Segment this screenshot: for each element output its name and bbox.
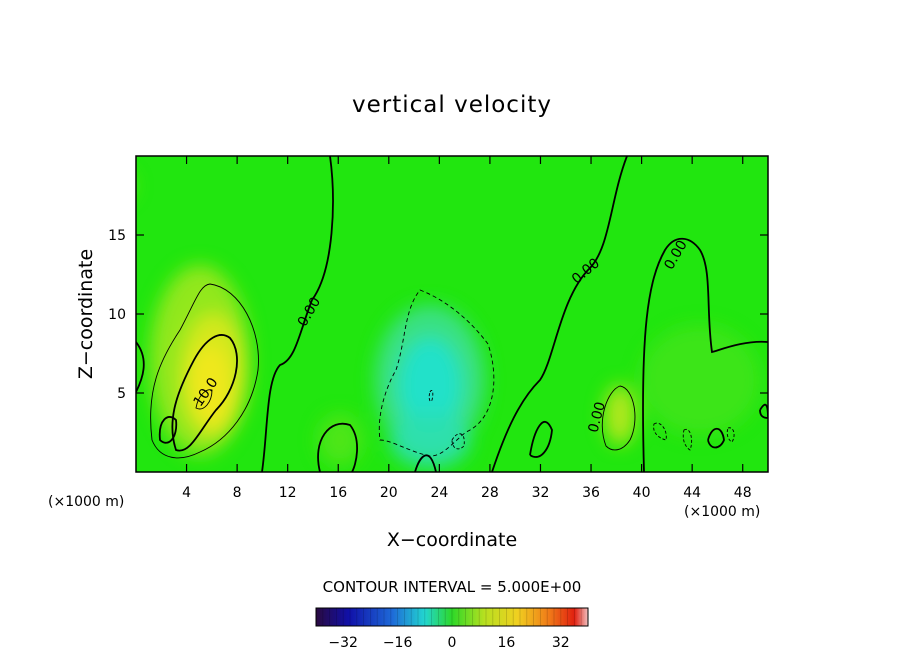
zero-contour-east: [642, 237, 768, 472]
glow-left-upper: [0, 156, 134, 216]
contour-10: [171, 334, 238, 452]
glow-mid: [318, 414, 362, 466]
zero-contour-small-b: [707, 427, 725, 449]
x-tick-label: 40: [633, 485, 651, 501]
colorbar: −32 −16 0 16 32: [315, 607, 589, 651]
colorbar-tick-label: 32: [552, 635, 570, 651]
y-tick-label: 15: [108, 228, 126, 244]
x-tick-label: 4: [182, 485, 191, 501]
colorbar-tick-label: −32: [328, 635, 358, 651]
contour-neg5: [378, 289, 495, 457]
downdraft-lower: [390, 412, 470, 468]
y-tick-label: 10: [108, 307, 126, 323]
x-tick-label: 44: [683, 485, 701, 501]
zero-contour-base: [414, 454, 437, 472]
downdraft-core: [398, 337, 462, 433]
contour-interval-label: CONTOUR INTERVAL = 5.000E+00: [323, 578, 582, 596]
zero-contour-edge-left: [136, 341, 145, 393]
colorbar-frame: [315, 607, 589, 627]
y-unit-label: (×1000 m): [48, 494, 124, 510]
x-tick-label: 12: [279, 485, 297, 501]
colorbar-tick-label: 0: [448, 635, 457, 651]
contour-label: 0.00: [586, 400, 610, 434]
contour-10-small: [158, 416, 178, 444]
updraft-east: [604, 385, 636, 445]
contour-neg10: [428, 389, 434, 402]
x-tick-label: 20: [380, 485, 398, 501]
y-axis-label: Z−coordinate: [75, 249, 97, 379]
x-tick-label: 48: [734, 485, 752, 501]
x-tick-label: 8: [233, 485, 242, 501]
y-tick-label: 5: [117, 386, 126, 402]
contour-neg-east-a: [653, 422, 667, 441]
x-tick-label: 28: [481, 485, 499, 501]
zero-contour-small-a: [529, 421, 553, 458]
zero-contour-small-c: [759, 403, 768, 419]
chart-title: vertical velocity: [352, 92, 552, 118]
x-unit-label: (×1000 m): [684, 504, 760, 520]
x-tick-label: 32: [532, 485, 550, 501]
zero-contour-pocket: [317, 422, 358, 472]
contour-5-west: [150, 283, 259, 459]
contour-neg-east-b: [682, 428, 693, 451]
glow-east: [640, 325, 760, 435]
x-tick-label: 36: [582, 485, 600, 501]
zero-contour-mid: [491, 156, 628, 472]
x-axis-label: X−coordinate: [387, 529, 517, 551]
colorbar-tick-label: 16: [497, 635, 515, 651]
x-tick-label: 24: [430, 485, 448, 501]
colorbar-gradient: [316, 608, 588, 626]
contour-5-east: [601, 385, 636, 451]
contour-15: [195, 389, 213, 410]
x-tick-label: 16: [329, 485, 347, 501]
glow-left-broad: [0, 54, 84, 190]
zero-contour-west: [261, 156, 334, 472]
colorbar-tick-label: −16: [383, 635, 413, 651]
contour-neg-lower: [451, 433, 465, 450]
